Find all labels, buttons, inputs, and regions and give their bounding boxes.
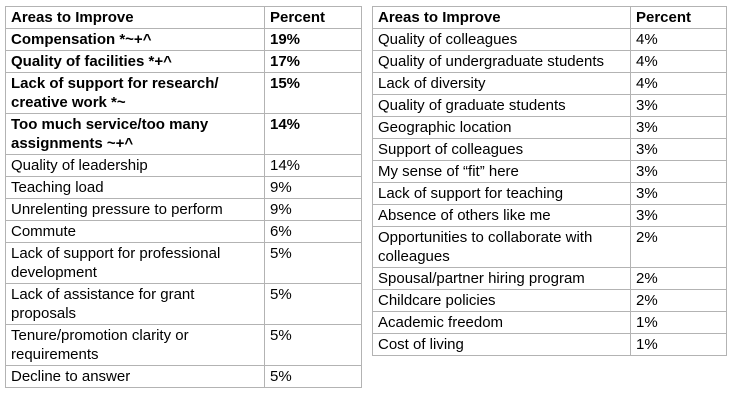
percent-cell: 15% — [264, 72, 362, 114]
table-row: Lack of support for professional develop… — [5, 242, 362, 284]
percent-cell: 5% — [264, 365, 362, 388]
area-cell: Lack of support for professional develop… — [5, 242, 265, 284]
area-cell: Support of colleagues — [372, 138, 631, 161]
area-cell: Commute — [5, 220, 265, 243]
percent-cell: 3% — [630, 116, 727, 139]
area-cell: Too much service/too many assignments ~+… — [5, 113, 265, 155]
area-cell: Compensation *~+^ — [5, 28, 265, 51]
percent-cell: 2% — [630, 226, 727, 268]
table-row: Absence of others like me 3% — [372, 204, 727, 227]
area-cell: Lack of support for research/ creative w… — [5, 72, 265, 114]
table-row: My sense of “fit” here 3% — [372, 160, 727, 183]
percent-cell: 5% — [264, 242, 362, 284]
area-cell: Opportunities to collaborate with collea… — [372, 226, 631, 268]
percent-cell: 3% — [630, 94, 727, 117]
table-row: Compensation *~+^ 19% — [5, 28, 362, 51]
percent-cell: 6% — [264, 220, 362, 243]
percent-cell: 14% — [264, 154, 362, 177]
table-row: Lack of support for research/ creative w… — [5, 72, 362, 114]
area-cell: Decline to answer — [5, 365, 265, 388]
area-cell: Absence of others like me — [372, 204, 631, 227]
percent-cell: 3% — [630, 160, 727, 183]
header-percent: Percent — [630, 6, 727, 29]
table-row: Quality of leadership 14% — [5, 154, 362, 177]
area-cell: Quality of graduate students — [372, 94, 631, 117]
table-row: Lack of support for teaching 3% — [372, 182, 727, 205]
area-cell: Tenure/promotion clarity or requirements — [5, 324, 265, 366]
table-header-row: Areas to Improve Percent — [372, 6, 727, 29]
percent-cell: 14% — [264, 113, 362, 155]
area-cell: Lack of assistance for grant proposals — [5, 283, 265, 325]
percent-cell: 5% — [264, 283, 362, 325]
table-row: Quality of colleagues 4% — [372, 28, 727, 51]
area-cell: Teaching load — [5, 176, 265, 199]
table-row: Geographic location 3% — [372, 116, 727, 139]
header-areas: Areas to Improve — [372, 6, 631, 29]
table-row: Unrelenting pressure to perform 9% — [5, 198, 362, 221]
table-row: Support of colleagues 3% — [372, 138, 727, 161]
table-row: Lack of assistance for grant proposals 5% — [5, 283, 362, 325]
table-row: Too much service/too many assignments ~+… — [5, 113, 362, 155]
area-cell: Quality of facilities *+^ — [5, 50, 265, 73]
area-cell: Academic freedom — [372, 311, 631, 334]
area-cell: Cost of living — [372, 333, 631, 356]
percent-cell: 1% — [630, 333, 727, 356]
percent-cell: 2% — [630, 289, 727, 312]
right-improvement-table: Areas to Improve Percent Quality of coll… — [372, 6, 727, 356]
table-row: Quality of graduate students 3% — [372, 94, 727, 117]
percent-cell: 3% — [630, 204, 727, 227]
table-row: Quality of undergraduate students 4% — [372, 50, 727, 73]
percent-cell: 3% — [630, 138, 727, 161]
percent-cell: 5% — [264, 324, 362, 366]
table-row: Tenure/promotion clarity or requirements… — [5, 324, 362, 366]
area-cell: Lack of diversity — [372, 72, 631, 95]
area-cell: Lack of support for teaching — [372, 182, 631, 205]
area-cell: Spousal/partner hiring program — [372, 267, 631, 290]
table-row: Commute 6% — [5, 220, 362, 243]
percent-cell: 4% — [630, 28, 727, 51]
percent-cell: 17% — [264, 50, 362, 73]
table-row: Childcare policies 2% — [372, 289, 727, 312]
percent-cell: 9% — [264, 198, 362, 221]
table-row: Academic freedom 1% — [372, 311, 727, 334]
table-header-row: Areas to Improve Percent — [5, 6, 362, 29]
header-areas: Areas to Improve — [5, 6, 265, 29]
table-row: Spousal/partner hiring program 2% — [372, 267, 727, 290]
percent-cell: 9% — [264, 176, 362, 199]
area-cell: Childcare policies — [372, 289, 631, 312]
area-cell: Unrelenting pressure to perform — [5, 198, 265, 221]
table-row: Opportunities to collaborate with collea… — [372, 226, 727, 268]
left-improvement-table: Areas to Improve Percent Compensation *~… — [5, 6, 362, 388]
area-cell: Quality of leadership — [5, 154, 265, 177]
percent-cell: 4% — [630, 72, 727, 95]
percent-cell: 3% — [630, 182, 727, 205]
percent-cell: 4% — [630, 50, 727, 73]
table-row: Decline to answer 5% — [5, 365, 362, 388]
area-cell: Quality of colleagues — [372, 28, 631, 51]
area-cell: My sense of “fit” here — [372, 160, 631, 183]
percent-cell: 1% — [630, 311, 727, 334]
header-percent: Percent — [264, 6, 362, 29]
area-cell: Quality of undergraduate students — [372, 50, 631, 73]
area-cell: Geographic location — [372, 116, 631, 139]
percent-cell: 2% — [630, 267, 727, 290]
table-row: Teaching load 9% — [5, 176, 362, 199]
table-row: Quality of facilities *+^ 17% — [5, 50, 362, 73]
table-row: Lack of diversity 4% — [372, 72, 727, 95]
percent-cell: 19% — [264, 28, 362, 51]
table-row: Cost of living 1% — [372, 333, 727, 356]
